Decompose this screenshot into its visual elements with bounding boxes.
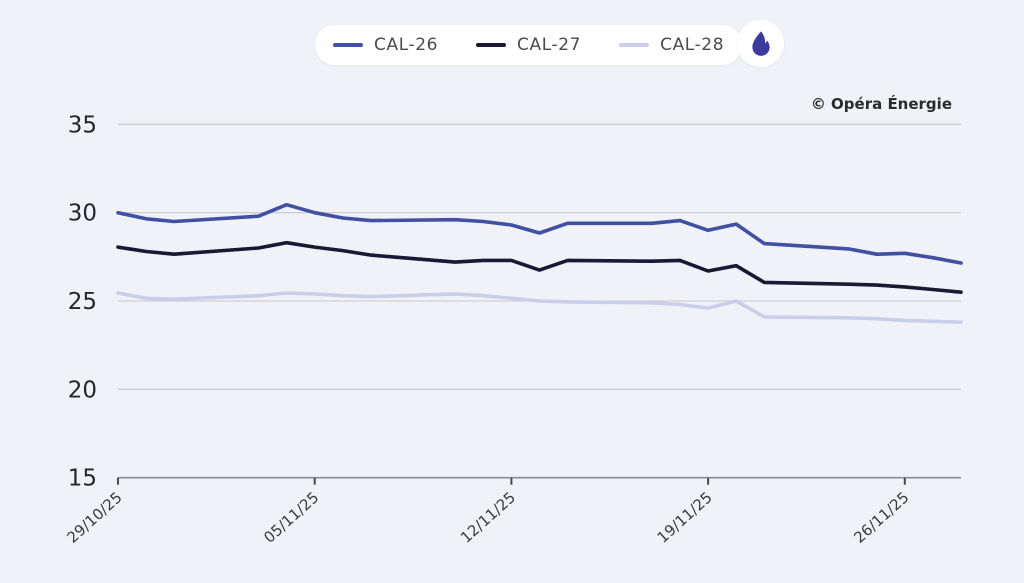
x-axis-label: 19/11/25 [654,488,716,546]
gas-flame-badge [737,20,784,67]
legend-label: CAL-26 [374,35,439,55]
y-axis-label: 35 [68,112,97,138]
legend-item-cal-27[interactable]: CAL-27 [476,35,581,55]
y-axis-label: 20 [68,377,97,403]
cal-28-line-swatch [619,43,650,47]
gas-flame-icon [751,30,770,56]
legend-label: CAL-28 [660,35,725,55]
y-axis-label: 15 [68,466,97,492]
series-line-cal-28 [116,291,963,325]
series-line-cal-27 [116,240,963,295]
y-axis-label: 25 [68,289,97,315]
y-axis-label: 30 [68,201,97,227]
chart-legend: CAL-26 CAL-27 CAL-28 [315,25,743,65]
cal-26-line-swatch [333,43,363,47]
series-line-cal-26 [116,202,963,265]
legend-item-cal-28[interactable]: CAL-28 [619,35,724,55]
x-axis-label: 05/11/25 [260,488,322,546]
x-axis-label: 26/11/25 [850,488,912,546]
copyright-notice: © Opéra Énergie [810,95,952,113]
x-axis-label: 29/10/25 [64,488,126,546]
cal-27-line-swatch [476,43,507,47]
x-axis-label: 12/11/25 [457,488,519,546]
legend-label: CAL-27 [517,35,582,55]
legend-item-cal-26[interactable]: CAL-26 [333,35,438,55]
